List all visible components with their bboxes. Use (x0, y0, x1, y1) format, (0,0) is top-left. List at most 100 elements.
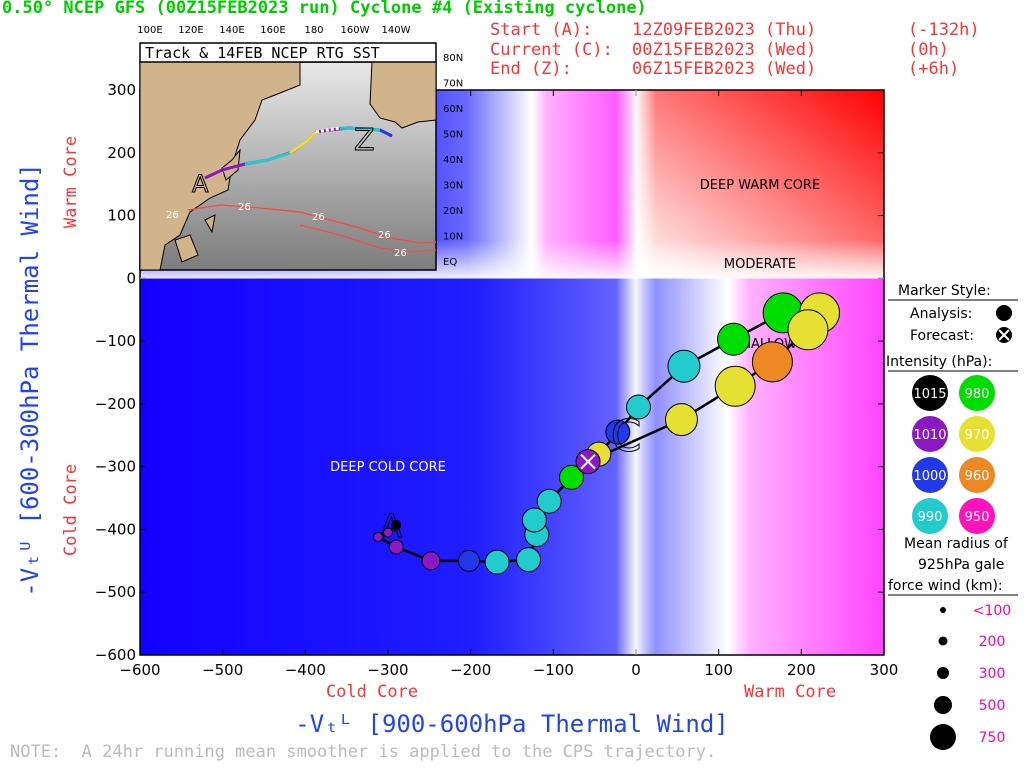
y-axis-label: -Vₜᵁ [600-300hPa Thermal Wind] (16, 163, 44, 596)
legend-forecast: Forecast: (910, 328, 974, 344)
y-tick-label: 100 (107, 207, 136, 225)
x-warm-core-label: Warm Core (744, 682, 836, 702)
start-label: Start (A): (490, 20, 593, 40)
track-point (458, 549, 481, 572)
track-point (536, 488, 562, 514)
inset-lat-label: 20N (443, 206, 463, 217)
track-point (388, 539, 404, 555)
track-current-marker: C (611, 411, 642, 462)
track-point (559, 464, 585, 490)
x-tick-label: −400 (285, 661, 326, 679)
end-offset: (+6h) (908, 59, 960, 79)
inset-sst-26-contour-2 (299, 224, 437, 253)
y-tick-label: 300 (107, 81, 136, 99)
inset-lon-label: 160W (341, 25, 370, 36)
y-tick-label: −400 (95, 520, 136, 538)
inset-lon-label: 160E (260, 25, 285, 36)
track-point (787, 309, 829, 351)
inset-lon-label: 140E (219, 25, 244, 36)
legend-radius-title-1: Mean radius of (904, 536, 1009, 552)
track-point (421, 551, 441, 571)
inset-landmass-alaska (369, 61, 437, 129)
moderate-label: MODERATE (724, 257, 796, 272)
intensity-label: 950 (965, 510, 990, 525)
y-tick-label: −200 (95, 395, 136, 413)
inset-start-marker: A (192, 170, 209, 198)
radius-label: 750 (979, 730, 1006, 746)
smoother-note: NOTE: A 24hr running mean smoother is ap… (10, 742, 717, 762)
inset-lat-label: EQ (443, 257, 457, 268)
x-tick-label: −200 (450, 661, 491, 679)
inset-landmass-islands (174, 214, 216, 263)
inset-lat-label: 30N (443, 181, 463, 192)
inset-landmass-asia (139, 61, 301, 271)
inset-lat-label: 10N (443, 232, 463, 243)
x-tick-label: 0 (631, 661, 641, 679)
radius-swatch (937, 667, 949, 679)
radius-swatch (940, 607, 946, 613)
track-point (521, 507, 547, 533)
track-point (625, 394, 651, 420)
y-tick-label: −100 (95, 332, 136, 350)
inset-lat-label: 80N (443, 53, 463, 64)
inset-title: Track & 14FEB NCEP RTG SST (145, 44, 380, 62)
inset-sst-label: 26 (166, 210, 179, 221)
end-time: 06Z15FEB2023 (Wed) (632, 59, 817, 79)
inset-sst-label: 26 (312, 212, 325, 223)
inset-map: A Z Track & 14FEB NCEP RTG SST 100E 120E 1… (137, 25, 463, 271)
current-label: Current (C): (490, 40, 613, 60)
y-cold-core-label: Cold Core (61, 464, 81, 556)
deep-cold-core-label: DEEP COLD CORE (330, 460, 446, 475)
intensity-swatch (912, 498, 948, 534)
start-offset: (-132h) (908, 20, 980, 40)
x-tick-label: 300 (870, 661, 899, 679)
intensity-swatch (912, 457, 948, 493)
inset-lat-label: 40N (443, 155, 463, 166)
x-tick-label: −300 (367, 661, 408, 679)
inset-lat-label: 70N (443, 79, 463, 90)
intensity-label: 990 (918, 510, 943, 525)
inset-lat-label: 50N (443, 130, 463, 141)
radius-swatch (934, 696, 952, 714)
deep-warm-core-label: DEEP WARM CORE (700, 178, 820, 193)
inset-lon-label: 180 (304, 25, 323, 36)
inset-sst-label: 26 (394, 248, 407, 259)
intensity-label: 1000 (913, 469, 946, 484)
current-time: 00Z15FEB2023 (Wed) (632, 40, 817, 60)
track-point (516, 547, 542, 573)
intensity-swatch (959, 457, 995, 493)
track-point (383, 527, 393, 538)
inset-sst-label: 26 (378, 230, 391, 241)
legend-radius-title-3: force wind (km): (888, 578, 1003, 594)
inset-sst-26-contour (187, 204, 437, 244)
intensity-swatch (959, 416, 995, 452)
analysis-marker-icon (996, 305, 1012, 321)
intensity-label: 960 (965, 469, 990, 484)
y-tick-label: 200 (107, 144, 136, 162)
x-tick-label: 100 (704, 661, 733, 679)
legend-analysis: Analysis: (910, 306, 972, 322)
track-point (664, 403, 698, 437)
intensity-label: 980 (965, 387, 990, 402)
radius-label: <100 (973, 603, 1011, 619)
y-tick-label: 0 (126, 269, 136, 287)
quadrant-labels: DEEP WARM CORE MODERATE DEEP COLD CORE (330, 178, 820, 475)
x-tick-label: −100 (533, 661, 574, 679)
x-axis-label: -Vₜᴸ [900-600hPa Thermal Wind] (295, 710, 728, 738)
chart-title: 0.50° NCEP GFS (00Z15FEB2023 run) Cyclon… (2, 0, 647, 18)
intensity-label: 1010 (913, 428, 946, 443)
plot-axes: −600 −500 −400 −300 −200 −100 0 100 200 300 −600 −5… (16, 81, 898, 738)
intensity-swatch (959, 375, 995, 411)
radius-label: 500 (979, 698, 1006, 714)
radius-swatch (938, 636, 948, 646)
radius-label: 300 (979, 666, 1006, 682)
legend-intensity-title: Intensity (hPa): (886, 354, 992, 370)
inset-lon-label: 100E (137, 25, 162, 36)
x-tick-label: −600 (119, 661, 160, 679)
radius-label: 200 (979, 634, 1006, 650)
intensity-label: 970 (965, 428, 990, 443)
legend-marker-style: Marker Style: (898, 283, 991, 299)
inset-lat-label: 60N (443, 104, 463, 115)
track-point (714, 365, 756, 407)
